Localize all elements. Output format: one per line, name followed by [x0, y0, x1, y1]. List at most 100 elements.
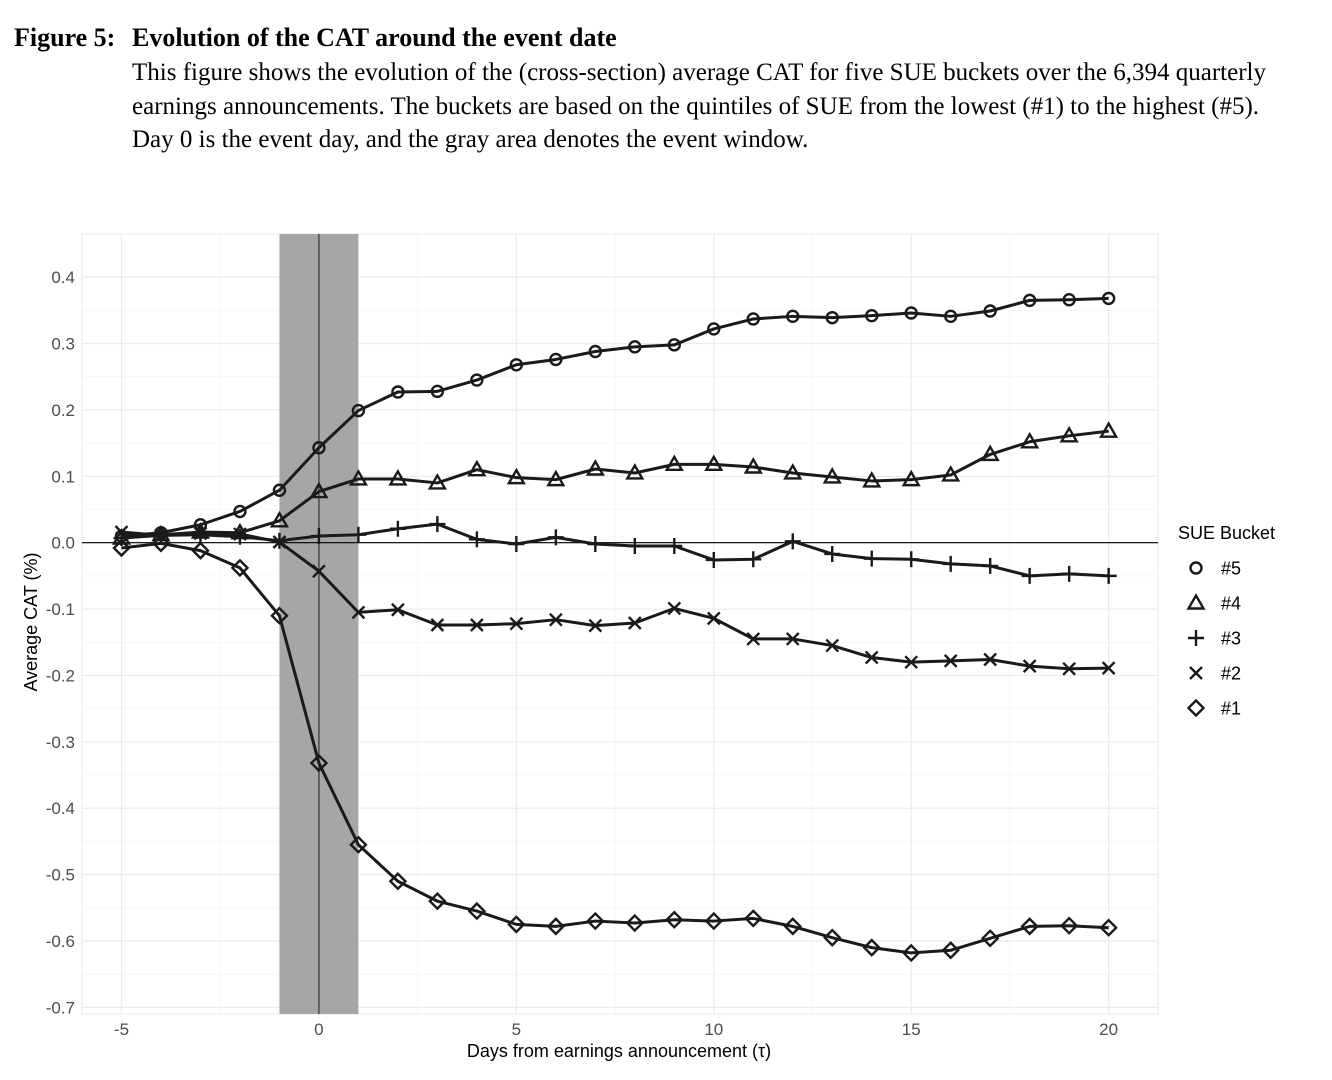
sue-bucket-3-point: [1100, 567, 1117, 584]
sue-bucket-3-point: [429, 516, 446, 533]
sue-bucket-3-point: [310, 528, 327, 545]
sue-bucket-1-point: [744, 909, 763, 928]
sue-bucket-4-line: [121, 429, 1109, 540]
sue-bucket-2-point: [746, 632, 761, 646]
sue-bucket-1-point: [428, 891, 447, 911]
x-tick-label: 0: [314, 1020, 323, 1039]
y-tick-label: -0.2: [46, 666, 75, 685]
sue-bucket-5-point: [1062, 293, 1076, 307]
sue-bucket-4-point: [1020, 431, 1040, 449]
sue-bucket-3-point: [587, 536, 604, 553]
legend-label: #4: [1221, 594, 1241, 614]
sue-bucket-5-point: [1101, 291, 1116, 306]
y-tick-label: -0.6: [46, 932, 75, 951]
sue-bucket-1-point: [467, 901, 487, 921]
reference-lines-layer: [82, 234, 1158, 1014]
y-tick-label: -0.3: [46, 733, 75, 752]
legend-key-plus: [1188, 630, 1204, 646]
sue-bucket-3-point: [626, 538, 643, 554]
legend-label: #5: [1221, 559, 1241, 579]
sue-bucket-5-point: [391, 385, 405, 399]
sue-bucket-4-point: [1099, 421, 1119, 438]
sue-bucket-5-point: [549, 352, 563, 367]
sue-bucket-5-point: [983, 304, 997, 318]
sue-bucket-4-point: [980, 444, 1000, 462]
y-tick-label: -0.4: [46, 799, 75, 818]
sue-bucket-5-point: [312, 441, 326, 455]
x-axis-label: Days from earnings announcement (τ): [467, 1041, 771, 1061]
sue-bucket-3-point: [468, 531, 485, 548]
sue-bucket-1-point: [783, 917, 802, 936]
sue-bucket-4-point: [506, 467, 526, 485]
y-tick-label: -0.1: [46, 600, 75, 619]
sue-bucket-1-point: [1099, 918, 1118, 937]
sue-bucket-1-point: [151, 534, 171, 553]
legend-item-sue-bucket-4: #4: [1186, 593, 1241, 614]
sue-bucket-1-point: [191, 541, 210, 560]
sue-bucket-2-point: [272, 535, 287, 549]
sue-bucket-3-point: [745, 551, 762, 568]
x-tick-label: 5: [512, 1020, 521, 1039]
series-layer: [111, 291, 1119, 963]
sue-bucket-3-point: [508, 536, 525, 553]
sue-bucket-5-point: [667, 338, 681, 352]
sue-bucket-5-point: [470, 373, 484, 387]
sue-bucket-4-point: [822, 467, 842, 484]
sue-bucket-3-point: [784, 533, 801, 550]
sue-bucket-1-point: [1059, 916, 1079, 935]
sue-bucket-4-point: [743, 457, 763, 474]
y-axis-label: Average CAT (%): [21, 552, 41, 691]
sue-bucket-4-point: [427, 473, 447, 490]
sue-bucket-3-point: [903, 551, 920, 568]
sue-bucket-2-line: [121, 530, 1109, 671]
sue-bucket-1-series: [112, 534, 1118, 963]
sue-bucket-1-point: [586, 911, 605, 931]
legend-title: SUE Bucket: [1178, 523, 1275, 543]
sue-bucket-5-point: [825, 310, 839, 325]
legend-label: #1: [1221, 699, 1241, 719]
legend-item-sue-bucket-2: #2: [1189, 664, 1241, 684]
sue-bucket-2-point: [785, 632, 800, 646]
sue-bucket-2-point: [114, 525, 129, 539]
sue-bucket-1-point: [902, 943, 921, 963]
sue-bucket-3-point: [863, 550, 880, 567]
sue-bucket-5-point: [628, 340, 642, 354]
sue-bucket-3-point: [705, 551, 722, 568]
sue-bucket-2-point: [627, 616, 642, 630]
sue-bucket-1-point: [823, 928, 842, 947]
sue-bucket-4-point: [901, 469, 921, 487]
legend-item-sue-bucket-3: #3: [1188, 629, 1241, 649]
sue-bucket-4-point: [704, 454, 724, 472]
legend-key-x: [1189, 666, 1203, 680]
sue-bucket-4-point: [941, 465, 961, 482]
x-tick-label: 10: [704, 1020, 723, 1039]
sue-bucket-3-point: [824, 545, 841, 562]
sue-bucket-2-point: [588, 618, 603, 633]
legend-label: #3: [1221, 629, 1241, 649]
sue-bucket-4-point: [546, 469, 566, 487]
y-tick-label: 0.3: [51, 335, 75, 354]
sue-bucket-1-point: [704, 911, 723, 931]
sue-bucket-5-point: [233, 504, 247, 519]
sue-bucket-2-point: [825, 638, 840, 653]
sue-bucket-4-point: [783, 463, 803, 480]
sue-bucket-4-point: [625, 463, 645, 480]
sue-bucket-4-point: [585, 459, 605, 476]
legend-key-diamond: [1186, 698, 1206, 718]
sue-bucket-2-point: [1101, 661, 1116, 675]
sue-bucket-3-point: [547, 529, 564, 546]
sue-bucket-4-point: [348, 469, 368, 486]
sue-bucket-2-point: [943, 653, 958, 668]
legend-key-circle: [1189, 561, 1203, 575]
sue-bucket-5-point: [904, 306, 918, 320]
sue-bucket-1-point: [112, 538, 131, 558]
sue-bucket-5-point: [707, 322, 721, 336]
legend-label: #2: [1221, 664, 1241, 684]
legend-key-triangle: [1186, 593, 1206, 610]
sue-bucket-1-point: [665, 910, 684, 929]
sue-bucket-5-point: [746, 312, 760, 326]
sue-bucket-2-point: [312, 564, 326, 579]
x-tick-label: -5: [114, 1020, 129, 1039]
sue-bucket-4-series: [111, 421, 1119, 545]
sue-bucket-1-point: [309, 753, 329, 773]
